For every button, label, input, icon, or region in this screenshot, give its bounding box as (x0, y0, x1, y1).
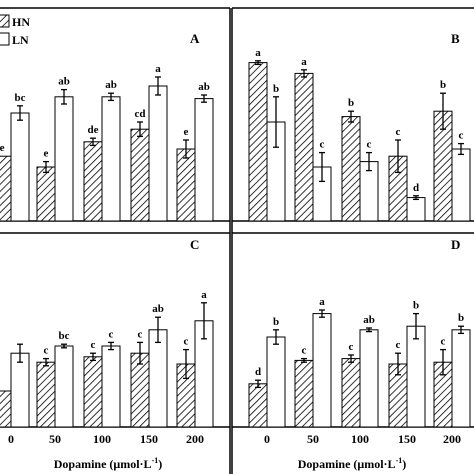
significance-letter-d-ln-3: b (413, 300, 419, 312)
significance-letter-a-ln-1: ab (58, 76, 70, 88)
x-tick-label-d-1: 50 (307, 432, 319, 446)
significance-letter-c-hn-2: c (91, 339, 96, 351)
bar-d-hn-1 (294, 359, 314, 428)
significance-letter-a-hn-1: e (44, 148, 49, 160)
significance-letter-d-ln-0: b (273, 316, 279, 328)
x-tick-label-c-4: 200 (186, 432, 204, 446)
x-tick-label-d-2: 100 (351, 432, 369, 446)
x-axis-label-right: Dopamine (μmol·L-1) (298, 456, 406, 471)
bar-c-hn-0 (0, 390, 12, 428)
panel-label-c: C (190, 237, 199, 252)
x-tick-label-c-1: 50 (49, 432, 61, 446)
significance-letter-b-ln-4: c (459, 130, 464, 142)
significance-letter-d-hn-2: c (349, 341, 354, 353)
significance-letter-a-ln-3: a (155, 63, 161, 75)
significance-letter-a-hn-3: cd (135, 108, 146, 120)
significance-letter-a-ln-2: ab (105, 79, 117, 91)
bar-c-ln-0 (10, 352, 30, 428)
x-tick-label-c-2: 100 (93, 432, 111, 446)
significance-letter-c-ln-1: bc (59, 330, 70, 342)
significance-letter-b-ln-2: c (367, 139, 372, 151)
bar-b-hn-2 (341, 116, 361, 222)
significance-letter-d-hn-0: d (255, 366, 261, 378)
significance-letter-a-ln-4: ab (198, 81, 210, 93)
bar-b-hn-0 (248, 62, 268, 222)
bar-d-hn-2 (341, 358, 361, 428)
significance-letter-b-ln-1: c (320, 139, 325, 151)
significance-letter-b-hn-0: a (255, 47, 261, 59)
bar-a-ln-3 (148, 85, 168, 222)
significance-letter-c-ln-4: a (201, 289, 207, 301)
significance-letter-b-hn-3: c (396, 126, 401, 138)
legend-swatch-ln (0, 32, 10, 46)
bar-a-hn-2 (83, 141, 103, 222)
legend: HN LN (0, 14, 30, 47)
significance-letter-c-hn-3: c (138, 328, 143, 340)
bar-b-ln-4 (451, 148, 471, 222)
significance-letter-c-hn-4: c (184, 336, 189, 348)
bar-a-hn-4 (176, 148, 196, 222)
bar-d-ln-4 (451, 329, 471, 428)
significance-letter-c-ln-2: c (109, 328, 114, 340)
bar-c-ln-3 (148, 329, 168, 428)
significance-letter-b-hn-4: b (440, 79, 446, 91)
legend-label-ln: LN (12, 33, 29, 47)
bar-b-hn-1 (294, 72, 314, 222)
significance-letter-a-hn-2: de (88, 124, 99, 136)
bar-d-ln-0 (266, 336, 286, 428)
significance-letter-d-ln-2: ab (363, 314, 375, 326)
x-tick-label-d-4: 200 (443, 432, 461, 446)
significance-letter-d-hn-1: c (302, 345, 307, 357)
panel-label-b: B (451, 31, 460, 46)
bar-c-ln-2 (101, 345, 121, 428)
bar-a-ln-0 (10, 112, 30, 222)
panel-label-d: D (451, 237, 460, 252)
bar-d-hn-0 (248, 383, 268, 428)
x-axis-label-left: Dopamine (μmol·L-1) (54, 456, 162, 471)
significance-letter-b-hn-2: b (348, 97, 354, 109)
x-tick-label-c-0: 0 (8, 432, 14, 446)
significance-letter-c-ln-3: ab (152, 303, 164, 315)
legend-label-hn: HN (12, 15, 30, 29)
significance-letter-d-hn-3: c (396, 339, 401, 351)
significance-letter-a-hn-4: e (184, 126, 189, 138)
significance-letter-d-ln-4: b (458, 312, 464, 324)
significance-letter-c-hn-1: c (44, 345, 49, 357)
bar-a-ln-4 (194, 98, 214, 222)
significance-letter-b-ln-0: b (273, 83, 279, 95)
significance-letter-d-hn-4: c (441, 336, 446, 348)
bar-b-ln-3 (406, 197, 426, 222)
significance-letter-a-ln-0: bc (15, 92, 26, 104)
bar-c-ln-1 (54, 345, 74, 428)
panel-label-a: A (190, 31, 200, 46)
bar-a-hn-3 (130, 128, 150, 222)
bar-a-hn-1 (36, 166, 56, 222)
legend-swatch-hn (0, 14, 10, 28)
significance-letter-a-hn-0: e (0, 142, 5, 154)
significance-letter-b-hn-1: a (301, 56, 307, 68)
bar-c-hn-1 (36, 361, 56, 428)
bar-a-ln-1 (54, 96, 74, 222)
x-tick-label-d-3: 150 (398, 432, 416, 446)
x-tick-label-d-0: 0 (264, 432, 270, 446)
bar-a-ln-2 (101, 96, 121, 222)
bar-c-hn-2 (83, 356, 103, 428)
bar-d-ln-1 (312, 313, 332, 428)
significance-letter-d-ln-1: a (319, 296, 325, 308)
bar-d-ln-2 (359, 329, 379, 428)
x-tick-label-c-3: 150 (140, 432, 158, 446)
bar-d-ln-3 (406, 325, 426, 428)
significance-letter-b-ln-3: d (413, 182, 419, 194)
bar-a-hn-0 (0, 155, 12, 222)
